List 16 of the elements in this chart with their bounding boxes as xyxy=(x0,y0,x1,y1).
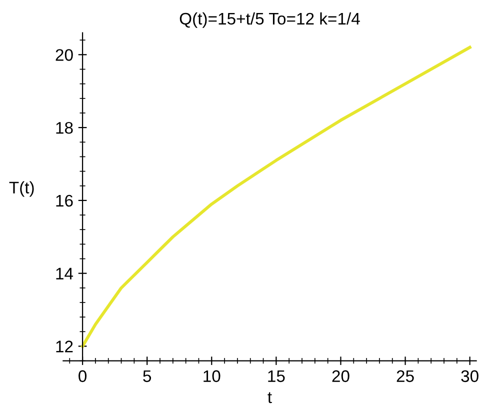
line-series xyxy=(81,46,472,348)
x-tick-label: 20 xyxy=(332,370,350,382)
x-tick-label: 5 xyxy=(143,370,152,382)
x-tick-label: 25 xyxy=(396,370,414,382)
chart-title: Q(t)=15+t/5 To=12 k=1/4 xyxy=(180,12,360,28)
y-tick-label: 14 xyxy=(56,268,74,280)
x-axis-title: t xyxy=(268,392,272,404)
x-tick-label: 0 xyxy=(78,370,87,382)
y-tick-label: 20 xyxy=(56,49,73,61)
x-tick-label: 30 xyxy=(461,370,478,382)
y-tick-label: 12 xyxy=(56,340,73,352)
x-tick-label: 10 xyxy=(204,370,220,382)
y-tick-label: 16 xyxy=(56,194,73,207)
y-tick-label: 18 xyxy=(56,122,73,134)
x-tick-label: 15 xyxy=(268,370,285,382)
y-axis-title: T(t) xyxy=(9,181,34,197)
